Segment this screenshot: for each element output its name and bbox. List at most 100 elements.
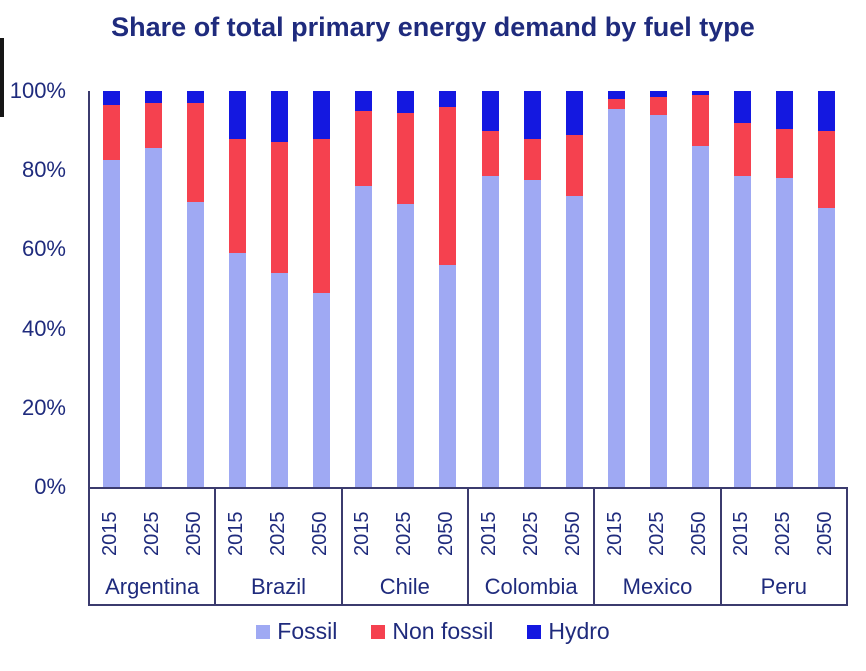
segment-non-fossil (734, 122, 752, 177)
bar-group-brazil (216, 91, 342, 487)
segment-non-fossil (607, 98, 625, 109)
bar-argentina-2050 (186, 91, 204, 487)
year-tick-label: 2015 (603, 511, 626, 557)
segment-non-fossil (691, 94, 709, 147)
y-tick-label: 40% (21, 315, 66, 341)
segment-non-fossil (355, 110, 373, 187)
segment-hydro (734, 91, 752, 123)
legend-item-fossil: Fossil (256, 618, 337, 645)
year-tick-label: 2025 (772, 511, 795, 557)
year-tick-label: 2025 (393, 511, 416, 557)
year-labels: 2015 2025 2050 (216, 495, 340, 573)
year-labels: 2015 2025 2050 (90, 495, 214, 573)
bar-brazil-2025 (270, 91, 288, 487)
legend-swatch-icon (256, 624, 271, 639)
segment-fossil (818, 207, 836, 487)
y-axis: 100% 80% 60% 40% 20% 0% (0, 78, 88, 499)
year-tick-label: 2025 (140, 511, 163, 557)
year-tick-label: 2050 (435, 511, 458, 557)
legend-swatch-icon (527, 624, 542, 639)
bar-brazil-2050 (312, 91, 330, 487)
segment-fossil (649, 114, 667, 487)
year-tick-label: 2015 (224, 511, 247, 557)
segment-non-fossil (439, 106, 457, 266)
segment-hydro (186, 91, 204, 103)
segment-non-fossil (186, 102, 204, 202)
legend: Fossil Non fossil Hydro (0, 618, 866, 645)
segment-fossil (397, 203, 415, 487)
year-labels: 2015 2025 2050 (595, 495, 719, 573)
legend-swatch-icon (371, 624, 386, 639)
segment-fossil (186, 201, 204, 487)
legend-label: Hydro (548, 618, 610, 644)
segment-fossil (607, 108, 625, 487)
year-tick-label: 2025 (645, 511, 668, 557)
segment-fossil (734, 176, 752, 487)
segment-fossil (228, 253, 246, 487)
bar-peru-2050 (818, 91, 836, 487)
segment-non-fossil (397, 112, 415, 204)
segment-hydro (228, 91, 246, 139)
segment-non-fossil (776, 128, 794, 179)
year-tick-label: 2025 (266, 511, 289, 557)
x-axis: 2015 2025 2050 Argentina 2015 2025 2050 Brazil 2… (88, 487, 848, 606)
segment-fossil (565, 195, 583, 487)
segment-non-fossil (102, 104, 120, 161)
year-labels: 2015 2025 2050 (343, 495, 467, 573)
country-label-brazil: Brazil (250, 574, 306, 599)
segment-hydro (818, 91, 836, 131)
segment-non-fossil (481, 130, 499, 177)
segment-hydro (397, 91, 415, 113)
y-tick-label: 80% (21, 157, 66, 183)
axis-group-peru: 2015 2025 2050 Peru (722, 489, 848, 604)
segment-fossil (691, 146, 709, 487)
bar-group-mexico (595, 91, 721, 487)
segment-hydro (565, 91, 583, 135)
segment-non-fossil (312, 138, 330, 293)
y-tick-label: 60% (21, 236, 66, 262)
bar-chile-2050 (439, 91, 457, 487)
segment-fossil (523, 180, 541, 487)
bar-group-colombia (469, 91, 595, 487)
axis-group-colombia: 2015 2025 2050 Colombia (469, 489, 596, 604)
bar-colombia-2025 (523, 91, 541, 487)
plot-area (88, 91, 848, 487)
year-tick-label: 2025 (519, 511, 542, 557)
axis-group-chile: 2015 2025 2050 Chile (343, 489, 469, 604)
country-label-argentina: Argentina (105, 574, 200, 599)
bar-chile-2015 (355, 91, 373, 487)
segment-hydro (481, 91, 499, 131)
year-tick-label: 2050 (308, 511, 331, 557)
segment-hydro (439, 91, 457, 107)
year-tick-label: 2015 (730, 511, 753, 557)
segment-non-fossil (144, 102, 162, 149)
segment-non-fossil (818, 130, 836, 208)
bar-mexico-2050 (691, 91, 709, 487)
year-tick-label: 2015 (98, 511, 121, 557)
segment-hydro (102, 91, 120, 105)
y-tick-label: 0% (34, 474, 66, 499)
segment-fossil (312, 292, 330, 487)
year-tick-label: 2015 (477, 511, 500, 557)
bar-argentina-2025 (144, 91, 162, 487)
segment-fossil (481, 176, 499, 487)
bar-peru-2015 (734, 91, 752, 487)
country-label-peru: Peru (760, 574, 808, 599)
segment-fossil (102, 160, 120, 487)
year-labels: 2015 2025 2050 (469, 495, 593, 573)
segment-non-fossil (523, 138, 541, 181)
segment-non-fossil (270, 142, 288, 274)
year-tick-label: 2050 (687, 511, 710, 557)
year-tick-label: 2015 (351, 511, 374, 557)
axis-group-brazil: 2015 2025 2050 Brazil (216, 489, 343, 604)
year-tick-label: 2050 (814, 511, 837, 557)
legend-item-hydro: Hydro (527, 618, 610, 645)
segment-fossil (439, 265, 457, 487)
country-label-mexico: Mexico (622, 574, 693, 599)
y-tick-label: 100% (9, 78, 66, 103)
bar-peru-2025 (776, 91, 794, 487)
segment-hydro (776, 91, 794, 129)
chart-title: Share of total primary energy demand by … (111, 12, 755, 42)
segment-hydro (270, 91, 288, 143)
